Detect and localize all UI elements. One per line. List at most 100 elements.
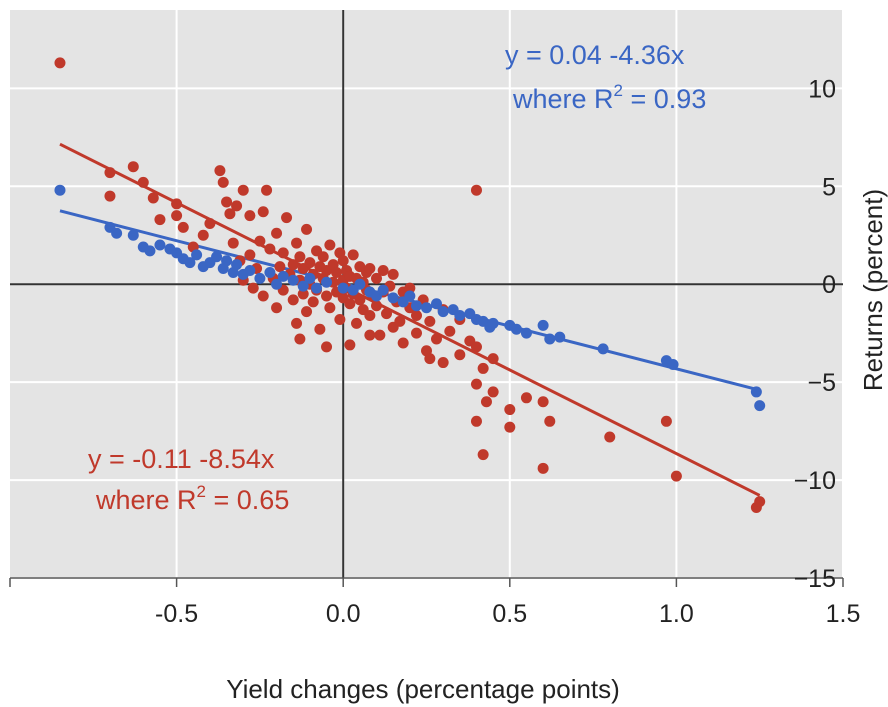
data-point — [331, 266, 343, 278]
data-point — [254, 235, 266, 247]
data-point — [354, 278, 366, 290]
data-point — [347, 249, 359, 261]
data-point — [660, 415, 672, 427]
data-point — [444, 325, 456, 337]
y-tick-label: 10 — [808, 75, 836, 103]
data-point — [387, 292, 399, 304]
data-point — [301, 223, 313, 235]
data-point — [351, 317, 363, 329]
data-point — [231, 200, 243, 212]
data-point — [287, 259, 299, 271]
data-point — [487, 317, 499, 329]
data-point — [411, 327, 423, 339]
data-point — [137, 176, 149, 188]
data-point — [381, 308, 393, 320]
data-point — [750, 386, 762, 398]
x-tick-label: 0.0 — [326, 600, 361, 628]
data-point — [154, 214, 166, 226]
data-point — [321, 290, 333, 302]
data-point — [104, 190, 116, 202]
y-axis-label: Returns (percent) — [858, 189, 888, 391]
data-point — [261, 184, 273, 196]
data-point — [277, 270, 289, 282]
data-point — [324, 239, 336, 251]
data-point — [404, 290, 416, 302]
y-tick-labels: 10 5 0 −5 −10 −15 — [794, 75, 836, 593]
x-tick-label: 1.0 — [659, 600, 694, 628]
data-point — [191, 249, 203, 261]
x-tick-labels: -0.5 0.0 0.5 1.0 1.5 — [155, 600, 860, 628]
data-point — [404, 282, 416, 294]
data-point — [371, 272, 383, 284]
data-point — [127, 161, 139, 173]
data-point — [287, 294, 299, 306]
data-point — [437, 306, 449, 318]
data-point — [377, 264, 389, 276]
data-point — [127, 229, 139, 241]
data-point — [477, 449, 489, 461]
data-point — [470, 341, 482, 353]
data-point — [244, 264, 256, 276]
data-point — [364, 310, 376, 322]
data-point — [237, 184, 249, 196]
data-point — [411, 310, 423, 322]
data-point — [171, 210, 183, 222]
data-point — [670, 470, 682, 482]
data-point — [307, 296, 319, 308]
data-point — [274, 261, 286, 273]
data-point — [281, 212, 293, 224]
data-point — [470, 378, 482, 390]
data-point — [304, 272, 316, 284]
data-point — [254, 272, 266, 284]
data-point — [147, 192, 159, 204]
data-point — [544, 333, 556, 345]
data-point — [424, 315, 436, 327]
data-point — [487, 353, 499, 365]
data-point — [244, 210, 256, 222]
data-point — [371, 300, 383, 312]
data-point — [454, 310, 466, 322]
data-point — [537, 319, 549, 331]
data-point — [324, 302, 336, 314]
data-point — [184, 257, 196, 269]
data-point — [227, 237, 239, 249]
data-point — [304, 257, 316, 269]
data-point — [291, 237, 303, 249]
data-point — [231, 259, 243, 271]
data-point — [604, 431, 616, 443]
data-point — [214, 165, 226, 177]
data-point — [247, 282, 259, 294]
data-point — [554, 331, 566, 343]
data-point — [317, 251, 329, 263]
data-point — [394, 315, 406, 327]
data-point — [277, 247, 289, 259]
data-point — [271, 278, 283, 290]
data-point — [287, 274, 299, 286]
data-point — [297, 288, 309, 300]
data-point — [477, 362, 489, 374]
data-point — [430, 333, 442, 345]
data-point — [264, 266, 276, 278]
data-point — [411, 300, 423, 312]
blue-r-sup: 2 — [614, 81, 623, 100]
data-point — [271, 302, 283, 314]
data-point — [397, 337, 409, 349]
red-equation: y = -0.11 -8.54x — [88, 444, 275, 474]
data-point — [470, 184, 482, 196]
data-point — [487, 386, 499, 398]
data-point — [257, 290, 269, 302]
data-point — [337, 282, 349, 294]
data-point — [321, 276, 333, 288]
data-point — [257, 206, 269, 218]
data-point — [311, 282, 323, 294]
data-point — [544, 415, 556, 427]
y-tick-label: −5 — [807, 369, 836, 397]
y-tick-label: 0 — [822, 271, 836, 299]
data-point — [294, 333, 306, 345]
data-point — [221, 255, 233, 267]
data-point — [197, 229, 209, 241]
data-point — [211, 251, 223, 263]
data-point — [264, 243, 276, 255]
red-r-squared: where R2 = 0.65 — [95, 482, 289, 515]
